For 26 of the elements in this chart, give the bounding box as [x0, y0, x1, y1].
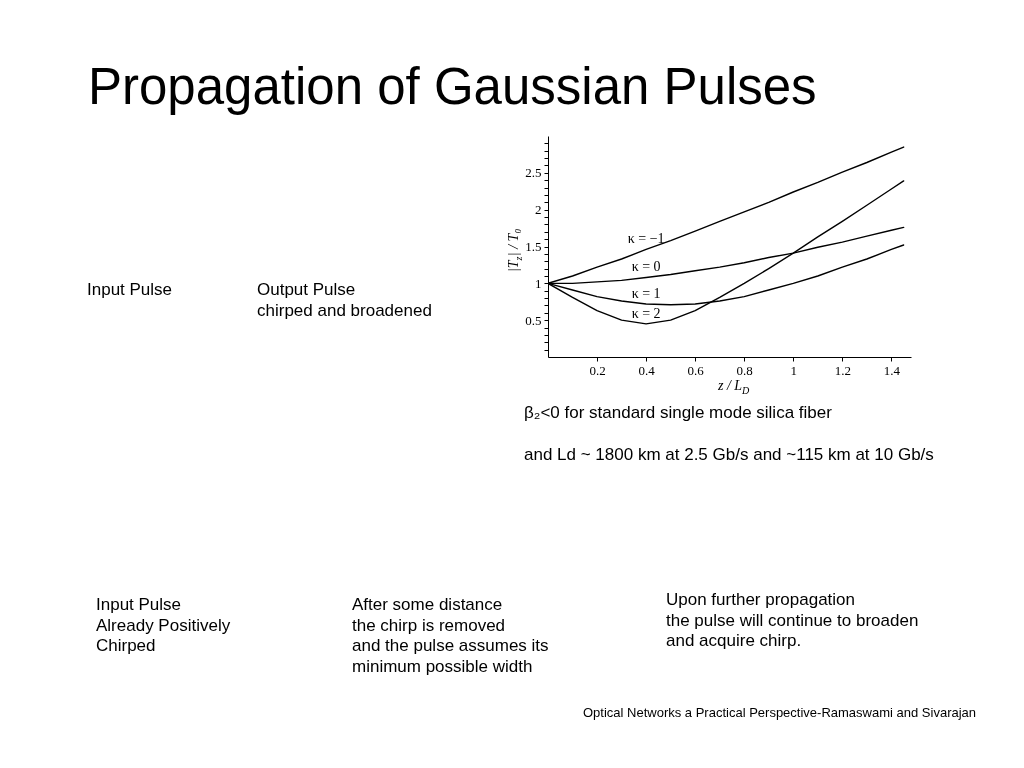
text: Input Pulse Already Positively Chirped [96, 595, 231, 656]
text: and Ld ~ 1800 km at 2.5 Gb/s and ~115 km at 10 Gb/s [524, 445, 934, 465]
series-label: κ = 0 [631, 259, 661, 275]
x-tick-label: 0.4 [638, 362, 656, 378]
y-tick-label: 2.5 [525, 165, 542, 181]
text: Output Pulse chirped and broadened [257, 280, 432, 320]
text: β₂<0 for standard single mode silica fiber [524, 403, 833, 423]
y-tick-label: 1 [535, 275, 542, 291]
chart-title: Propagation of Gaussian Pulses [88, 58, 817, 116]
y-tick-label: 2 [535, 202, 542, 218]
series-label: κ = 1 [631, 285, 661, 301]
y-axis-title: |Tz| / T₀ [506, 228, 525, 273]
text: Optical Networks a Practical Perspective-Ramaswami and Sivarajan [583, 704, 977, 720]
series-label: κ = 2 [631, 305, 661, 321]
text: After some distance the chirp is removed and the pulse assumes its minimum possible width [352, 595, 549, 676]
text: Input Pulse [87, 280, 173, 300]
x-tick-label: 1.2 [834, 362, 851, 378]
text: Upon further propagation the pulse will continue to broaden and acquire chirp. [666, 590, 919, 651]
x-tick-label: 1 [790, 362, 798, 378]
x-tick-label: 0.2 [589, 362, 606, 378]
x-tick-label: 1.4 [883, 362, 901, 378]
y-tick-label: 1.5 [525, 239, 542, 254]
x-tick-label: 0.6 [687, 362, 705, 378]
x-tick-label: 0.8 [736, 362, 753, 378]
series-label: κ = −1 [627, 231, 665, 247]
y-tick-label: 0.5 [525, 312, 542, 328]
